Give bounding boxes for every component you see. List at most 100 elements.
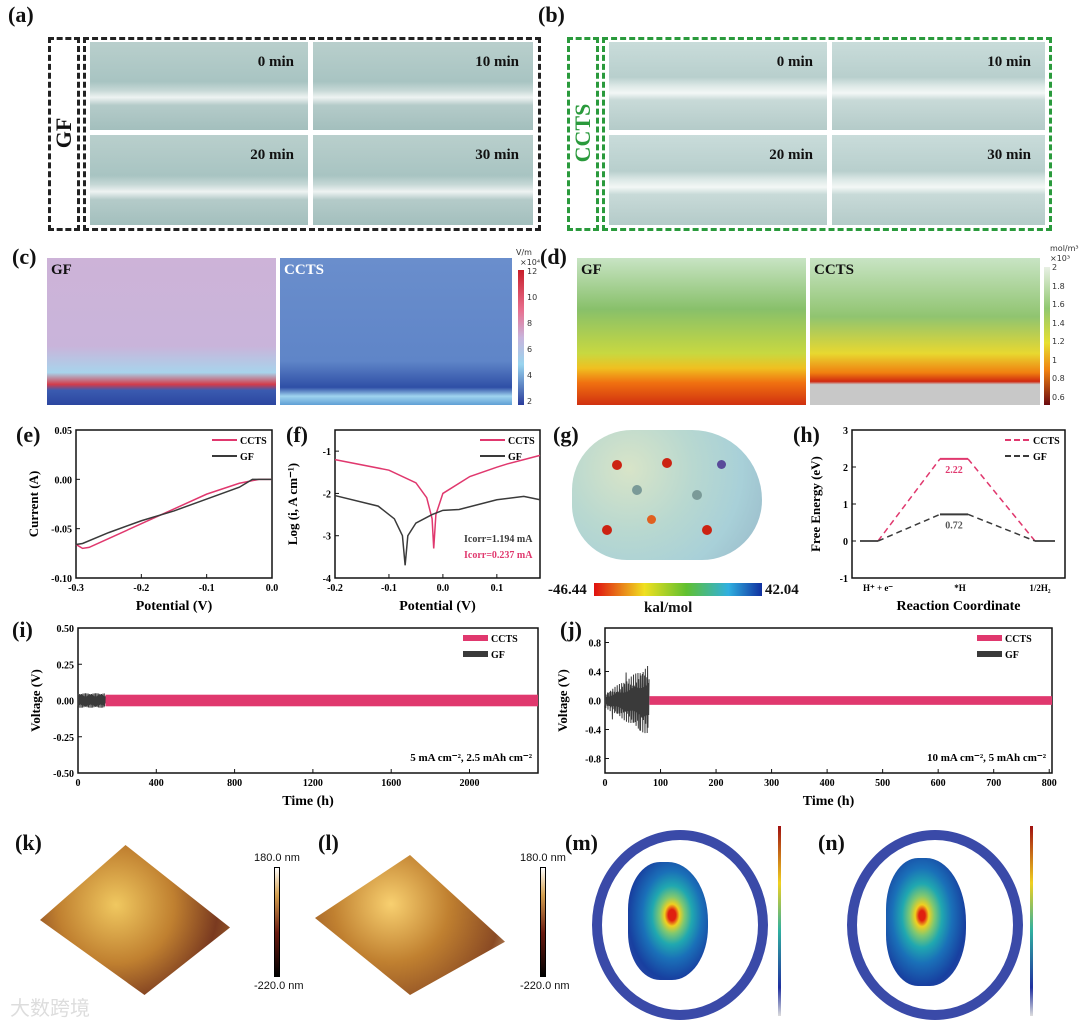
j-legend-label-gf: GF xyxy=(1005,650,1019,661)
i-ytick-label: 0.00 xyxy=(57,697,75,708)
l-afm-max: 180.0 nm xyxy=(520,852,566,864)
i-trace-gf xyxy=(77,693,106,708)
k-afm-max: 180.0 nm xyxy=(254,852,300,864)
h-ytick-label: 1 xyxy=(843,500,848,511)
panel-label-a: (a) xyxy=(8,2,34,27)
colorbar-tick: 1.2 xyxy=(1052,337,1065,347)
panel-label-j: (j) xyxy=(560,617,582,642)
m-colorbar xyxy=(778,826,781,1016)
f-line-ccts xyxy=(334,454,541,549)
e-xtick-label: -0.2 xyxy=(133,583,149,594)
e-yaxis-title: Current (A) xyxy=(26,471,41,538)
oxygen-atom-icon xyxy=(602,525,612,535)
h-path-down-ccts xyxy=(967,458,1036,542)
f-yaxis-title: Log (i, A cm⁻¹) xyxy=(285,463,300,545)
panel-label-h: (h) xyxy=(793,422,820,447)
i-xtick-label: 0 xyxy=(76,778,81,789)
k-afm-colorbar xyxy=(274,867,280,977)
h-legend-label-ccts: CCTS xyxy=(1033,436,1060,447)
i-ytick-label: 0.25 xyxy=(57,660,75,671)
f-icorr-gf: Icorr=1.194 mA xyxy=(464,534,533,545)
e-legend-label-gf: GF xyxy=(240,452,254,463)
f-xtick-label: -0.1 xyxy=(381,583,397,594)
e-line-ccts xyxy=(75,478,272,550)
panel-label-l: (l) xyxy=(318,830,339,855)
j-xtick-label: 300 xyxy=(764,778,779,789)
j-xtick-label: 100 xyxy=(653,778,668,789)
colorbar-tick: 1 xyxy=(1052,355,1058,365)
h-value-label-gf: 0.72 xyxy=(945,520,963,531)
k-afm-min: -220.0 nm xyxy=(254,980,304,992)
ccts-photo-10min: 10 min xyxy=(832,42,1045,130)
esp-min-value: -46.44 xyxy=(548,582,587,598)
ccts-image-box xyxy=(602,37,1052,231)
i-condition-annotation: 5 mA cm⁻², 2.5 mAh cm⁻² xyxy=(410,752,532,764)
gf-photo-20min: 20 min xyxy=(90,135,308,225)
j-xtick-label: 800 xyxy=(1042,778,1057,789)
j-ytick-label: -0.8 xyxy=(585,755,601,766)
j-condition-annotation: 10 mA cm⁻², 5 mAh cm⁻² xyxy=(927,752,1047,764)
j-band-ccts xyxy=(649,696,1052,705)
e-ytick-label: 0.00 xyxy=(55,475,73,486)
h-xaxis-title: Reaction Coordinate xyxy=(896,599,1020,614)
h-ytick-label: 0 xyxy=(843,537,848,548)
f-xaxis-title: Potential (V) xyxy=(399,599,476,614)
nitrogen-atom-icon xyxy=(717,460,726,469)
colorbar-tick: 1.4 xyxy=(1052,318,1065,328)
j-legend-label-ccts: CCTS xyxy=(1005,634,1032,645)
oxygen-atom-icon xyxy=(662,458,672,468)
h-category-label: 1/2H₂ xyxy=(1029,583,1051,593)
j-ytick-label: 0.4 xyxy=(589,668,602,679)
colorbar-tick: 4 xyxy=(527,371,533,380)
n-colorbar xyxy=(1030,826,1033,1016)
e-line-gf xyxy=(75,478,272,546)
gf-label-box xyxy=(48,37,80,231)
l-afm-colorbar xyxy=(540,867,546,977)
f-plot-frame xyxy=(334,429,541,579)
i-ytick-label: -0.50 xyxy=(53,769,74,780)
f-xtick-label: -0.2 xyxy=(327,583,343,594)
i-xtick-label: 400 xyxy=(149,778,164,789)
j-xtick-label: 500 xyxy=(875,778,890,789)
ccts-contour-field xyxy=(886,858,966,986)
e-plot-frame xyxy=(75,429,273,579)
gf-photo-0min: 0 min xyxy=(90,42,308,130)
l-afm-min: -220.0 nm xyxy=(520,980,570,992)
h-yaxis-title: Free Energy (eV) xyxy=(808,456,823,552)
h-ytick-label: -1 xyxy=(840,574,848,585)
esp-unit: kal/mol xyxy=(644,600,693,616)
h-legend-label-gf: GF xyxy=(1033,452,1047,463)
esp-colorbar xyxy=(594,583,762,596)
i-xaxis-title: Time (h) xyxy=(282,794,334,809)
esp-max-value: 42.04 xyxy=(765,582,799,598)
colorbar-tick: 8 xyxy=(527,319,533,328)
oxygen-atom-icon xyxy=(702,525,712,535)
j-ytick-label: 0.8 xyxy=(589,639,602,650)
c-colorbar-unit: V/m xyxy=(516,248,532,257)
f-ytick-label: -4 xyxy=(323,574,331,585)
h-category-label: H⁺ + e⁻ xyxy=(863,583,893,593)
ccts-photo-30min: 30 min xyxy=(832,135,1045,225)
i-yaxis-title: Voltage (V) xyxy=(28,669,43,732)
e-xtick-label: 0.0 xyxy=(266,583,279,594)
panel-label-n: (n) xyxy=(818,830,845,855)
h-path-up-ccts xyxy=(877,458,941,542)
j-xtick-label: 700 xyxy=(986,778,1001,789)
e-ytick-label: -0.10 xyxy=(51,574,72,585)
e-ytick-label: -0.05 xyxy=(51,525,72,536)
f-ytick-label: -3 xyxy=(323,532,331,543)
gf-concentration-sim: GF xyxy=(577,258,806,405)
j-yaxis-title: Voltage (V) xyxy=(555,669,570,732)
watermark-logo: 大数跨境 xyxy=(10,996,90,1020)
ccts-concentration-sim: CCTS xyxy=(810,258,1040,405)
j-xaxis-title: Time (h) xyxy=(803,794,855,809)
panel-label-b: (b) xyxy=(538,2,565,27)
i-band-ccts xyxy=(105,694,538,707)
i-xtick-label: 2000 xyxy=(459,778,479,789)
ccts-label-box xyxy=(567,37,599,231)
h-ytick-label: 2 xyxy=(843,463,848,474)
panel-label-i: (i) xyxy=(12,617,33,642)
ccts-photo-0min: 0 min xyxy=(609,42,827,130)
e-ytick-label: 0.05 xyxy=(55,426,73,437)
j-xtick-label: 400 xyxy=(820,778,835,789)
